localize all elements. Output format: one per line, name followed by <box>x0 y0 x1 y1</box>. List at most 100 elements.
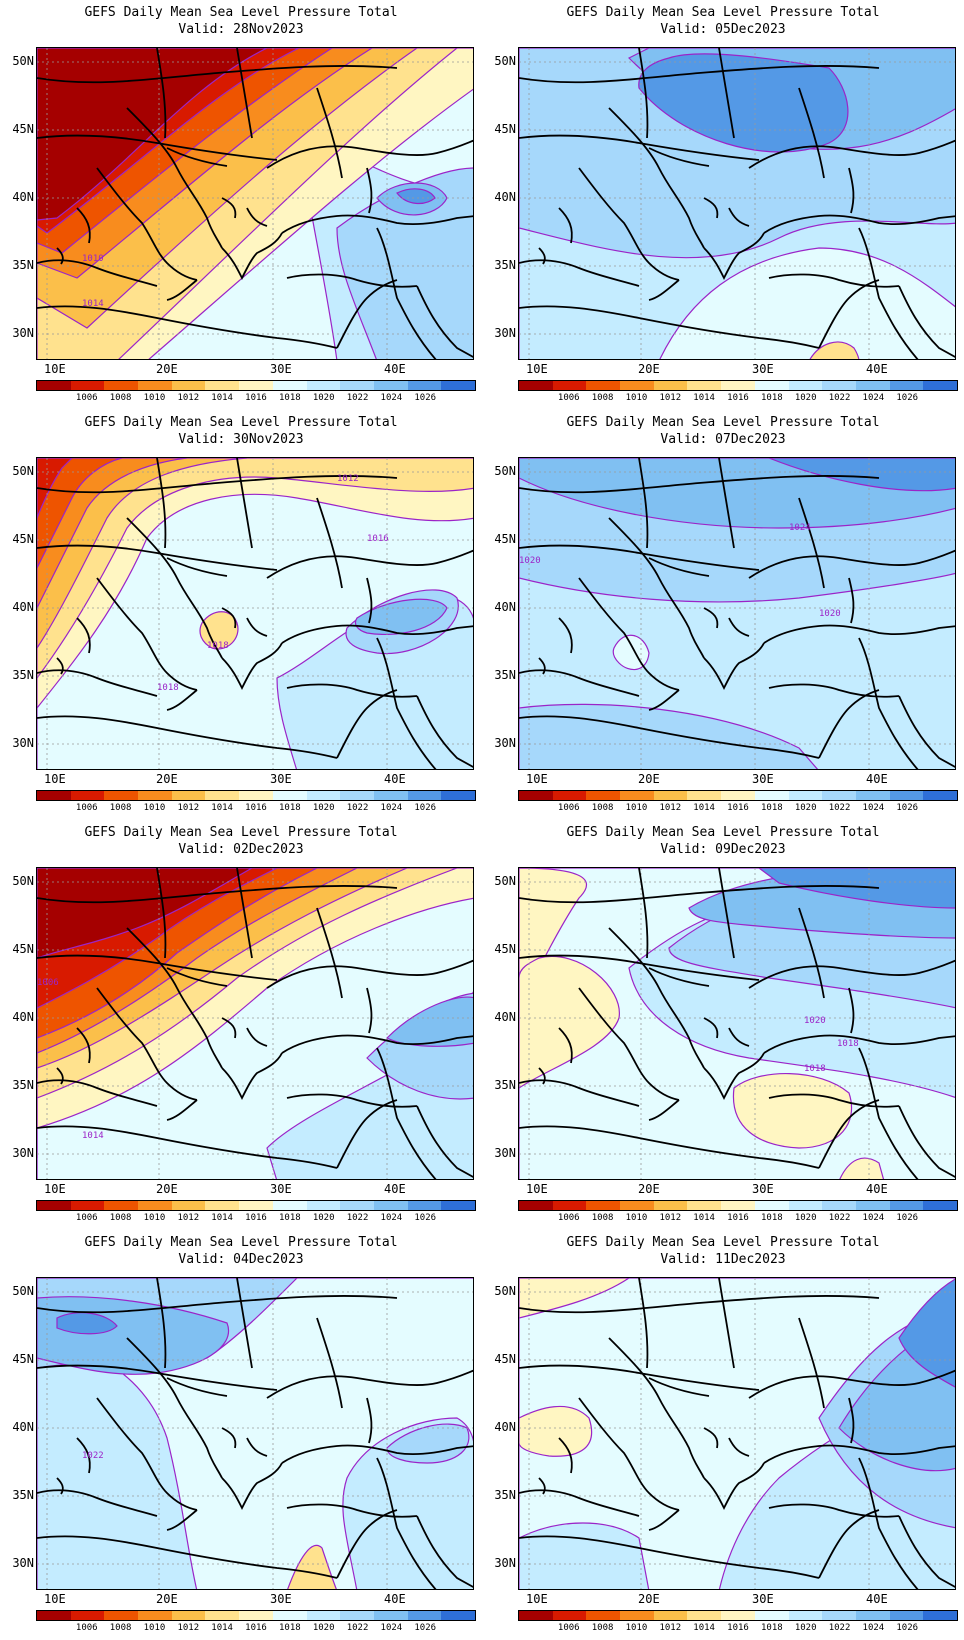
latitude-label: 50N <box>12 54 34 68</box>
longitude-label: 30E <box>270 1592 292 1606</box>
latitude-label: 45N <box>12 1352 34 1366</box>
coastline <box>519 1079 640 1107</box>
pressure-contour-region <box>638 53 849 153</box>
colorbar-label: 1022 <box>828 1623 851 1633</box>
coastline <box>578 167 680 281</box>
coastline <box>558 1027 573 1064</box>
colorbar-swatch <box>519 1611 553 1620</box>
map-panel: GEFS Daily Mean Sea Level Pressure Total… <box>482 1230 964 1640</box>
longitude-label: 10E <box>526 1182 548 1196</box>
colorbar-swatch <box>340 1201 374 1210</box>
colorbar-swatch <box>239 791 273 800</box>
latitude-label: 45N <box>494 942 516 956</box>
colorbar-label: 1006 <box>557 1623 580 1633</box>
coastline <box>56 657 64 675</box>
colorbar-swatch <box>653 1201 688 1210</box>
coastline <box>221 607 237 629</box>
coastline <box>37 305 338 349</box>
colorbar-label: 1024 <box>380 1623 403 1633</box>
coastline <box>376 1047 437 1179</box>
colorbar-label: 1010 <box>625 393 648 403</box>
coastline <box>236 458 253 549</box>
colorbar-label: 1014 <box>211 1623 233 1633</box>
coastline <box>221 1427 237 1449</box>
coastline <box>281 1444 473 1464</box>
colorbar-swatch <box>373 791 408 800</box>
panel-title: GEFS Daily Mean Sea Level Pressure Total <box>84 1235 398 1250</box>
colorbar-swatch <box>272 381 307 390</box>
colorbar-label: 1012 <box>177 393 200 403</box>
colorbar-label: 1016 <box>727 1213 749 1223</box>
coastline <box>166 967 228 987</box>
colorbar-swatch <box>272 1611 307 1620</box>
colorbar-swatch <box>552 791 587 800</box>
latitude-label: 30N <box>12 1556 34 1570</box>
coastline <box>519 1125 820 1169</box>
colorbar <box>518 1610 958 1621</box>
latitude-label: 30N <box>494 1556 516 1570</box>
latitude-label: 50N <box>494 874 516 888</box>
latitude-label: 40N <box>12 600 34 614</box>
colorbar-swatch <box>552 1201 587 1210</box>
colorbar-label: 1024 <box>862 1623 885 1633</box>
contour-label: 1010 <box>82 254 104 264</box>
colorbar-swatch <box>340 791 374 800</box>
colorbar-swatch <box>205 1201 240 1210</box>
coastline <box>96 167 198 281</box>
colorbar-swatch <box>855 791 890 800</box>
coastline <box>848 1397 855 1444</box>
pressure-map <box>518 1277 956 1590</box>
coastline <box>703 1462 765 1511</box>
colorbar-label: 1026 <box>896 1623 919 1633</box>
coastline <box>366 167 373 214</box>
colorbar-label: 1020 <box>312 393 335 403</box>
colorbar-swatch <box>620 791 654 800</box>
panel-title: GEFS Daily Mean Sea Level Pressure Total <box>84 415 398 430</box>
colorbar-label: 1008 <box>591 803 614 813</box>
colorbar-swatch <box>754 1201 789 1210</box>
coastline <box>703 607 719 629</box>
coastline <box>126 1337 223 1479</box>
coastline <box>718 868 735 959</box>
coastline <box>703 1427 719 1449</box>
coastline <box>316 497 343 589</box>
colorbar-label: 1026 <box>896 393 919 403</box>
latitude-label: 40N <box>12 1420 34 1434</box>
colorbar-label: 1018 <box>761 1213 783 1223</box>
colorbar-label: 1008 <box>109 393 132 403</box>
coastline <box>519 715 820 759</box>
coastline <box>798 907 825 999</box>
coastline <box>336 279 398 349</box>
pressure-contour-region <box>519 1405 593 1457</box>
colorbar-label: 1012 <box>659 1213 682 1223</box>
latitude-label: 45N <box>494 1352 516 1366</box>
map-panel: GEFS Daily Mean Sea Level Pressure Total… <box>0 1230 482 1640</box>
latitude-label: 50N <box>494 464 516 478</box>
latitude-label: 45N <box>494 532 516 546</box>
coastline <box>76 1027 91 1064</box>
colorbar-label: 1024 <box>380 1213 403 1223</box>
colorbar-swatch <box>822 381 856 390</box>
coastline <box>281 214 473 234</box>
pressure-contour-region <box>37 458 248 650</box>
coastline <box>608 1337 705 1479</box>
coastline <box>648 147 710 167</box>
coastline <box>281 624 473 644</box>
colorbar-label: 1008 <box>109 1623 132 1633</box>
colorbar-label: 1022 <box>346 803 369 813</box>
latitude-label: 45N <box>12 532 34 546</box>
coastline <box>376 637 437 769</box>
colorbar-swatch <box>373 1611 408 1620</box>
colorbar-swatch <box>519 1201 553 1210</box>
colorbar-label: 1014 <box>693 1623 715 1633</box>
colorbar-label: 1024 <box>380 393 403 403</box>
map-panel: GEFS Daily Mean Sea Level Pressure Total… <box>482 0 964 410</box>
colorbar-swatch <box>306 381 341 390</box>
coastline <box>246 617 268 637</box>
colorbar-label: 1022 <box>346 393 369 403</box>
coastline <box>266 549 473 579</box>
colorbar-swatch <box>441 381 475 390</box>
colorbar-label: 1022 <box>346 1623 369 1633</box>
colorbar-swatch <box>138 1201 172 1210</box>
map-panel: GEFS Daily Mean Sea Level Pressure Total… <box>0 820 482 1230</box>
